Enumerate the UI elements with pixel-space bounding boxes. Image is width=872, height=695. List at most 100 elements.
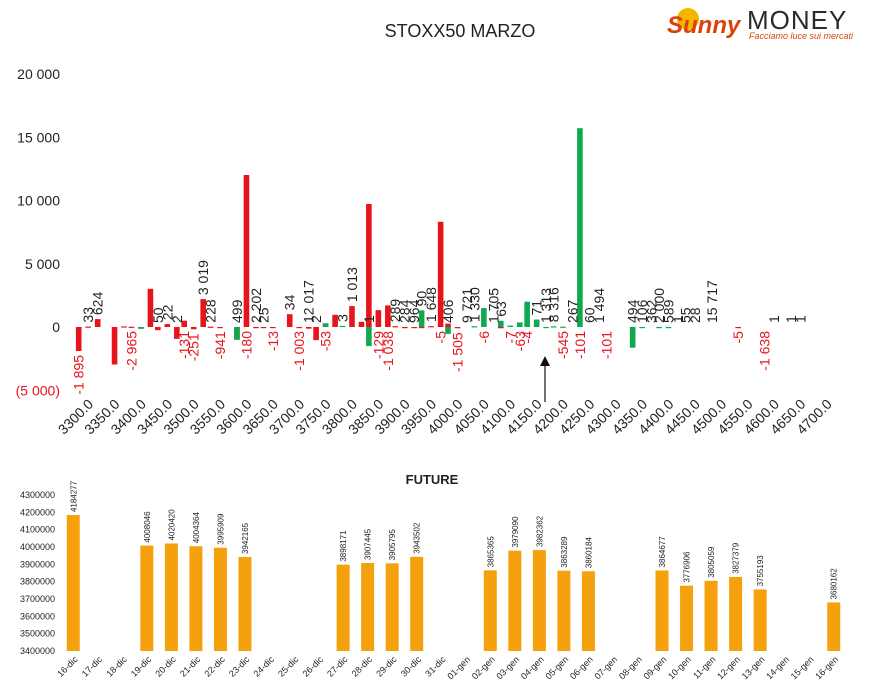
data-label: -1 038 bbox=[380, 331, 396, 371]
bar bbox=[483, 570, 497, 651]
data-label: -2 965 bbox=[123, 331, 139, 371]
x-tick-label: 11-gen bbox=[691, 654, 717, 680]
bar bbox=[532, 550, 546, 651]
bar bbox=[164, 543, 178, 651]
data-label: 3755193 bbox=[756, 555, 765, 587]
bar bbox=[411, 327, 418, 329]
bar bbox=[557, 570, 571, 651]
data-label: 106 bbox=[634, 299, 650, 323]
data-label: 34 bbox=[282, 294, 298, 310]
x-tick-label: 30-dic bbox=[399, 654, 424, 679]
x-tick-label: 08-gen bbox=[617, 654, 644, 681]
data-label: 2 000 bbox=[651, 288, 667, 323]
data-label: -251 bbox=[186, 333, 202, 361]
data-label: 3805059 bbox=[707, 546, 716, 578]
bar bbox=[680, 585, 694, 651]
data-label: 3942165 bbox=[241, 522, 250, 554]
data-label: 228 bbox=[203, 299, 219, 323]
x-tick-label: 26-dic bbox=[301, 654, 326, 679]
data-label: 3865365 bbox=[486, 536, 495, 568]
bar bbox=[401, 327, 408, 329]
bar bbox=[361, 563, 375, 651]
top-chart-bars bbox=[75, 128, 741, 365]
data-label: 60 bbox=[581, 307, 597, 323]
y-tick-label: 3500000 bbox=[20, 629, 55, 639]
data-label: 4020420 bbox=[167, 509, 176, 541]
data-label: -5 bbox=[433, 331, 449, 344]
data-label: 1 013 bbox=[344, 267, 360, 302]
bar bbox=[85, 326, 91, 328]
bar bbox=[286, 314, 293, 327]
data-label: 1 648 bbox=[423, 287, 439, 322]
x-tick-label: 14-gen bbox=[764, 654, 791, 681]
bar bbox=[138, 327, 144, 329]
bar bbox=[827, 602, 841, 651]
data-label: -545 bbox=[555, 331, 571, 359]
data-label: 3982362 bbox=[535, 515, 544, 547]
data-label: -7 bbox=[502, 331, 518, 344]
bar bbox=[140, 545, 154, 651]
bar bbox=[418, 310, 425, 327]
bar bbox=[550, 326, 557, 328]
data-label: 63 bbox=[493, 301, 509, 317]
bar bbox=[533, 319, 540, 327]
data-label: 1 494 bbox=[591, 288, 607, 323]
bar bbox=[66, 515, 80, 651]
data-label: 406 bbox=[440, 299, 456, 323]
data-label: -1 638 bbox=[757, 331, 773, 371]
data-label: 499 bbox=[229, 299, 245, 323]
y-tick-label: 4200000 bbox=[20, 507, 55, 517]
bar bbox=[366, 327, 372, 347]
data-label: 3905795 bbox=[388, 529, 397, 561]
y-tick-label: 4000000 bbox=[20, 542, 55, 552]
arrow-marker bbox=[540, 356, 550, 402]
data-label: 1 313 bbox=[538, 288, 554, 323]
y-tick-label: 20 000 bbox=[17, 66, 60, 82]
bar bbox=[665, 326, 672, 329]
data-label: -101 bbox=[598, 331, 614, 359]
bar bbox=[581, 571, 595, 651]
data-label: 3 bbox=[334, 314, 350, 322]
bar bbox=[313, 327, 319, 341]
y-tick-label: 15 000 bbox=[17, 129, 60, 145]
x-tick-label: 23-dic bbox=[227, 654, 252, 679]
data-label: -13 bbox=[265, 331, 281, 351]
x-tick-label: 25-dic bbox=[276, 654, 301, 679]
bottom-chart-data-labels: 4184277 4008046 4020420 4004364 3995909 39421… bbox=[69, 480, 838, 599]
x-tick-label: 10-gen bbox=[666, 654, 693, 681]
bar bbox=[305, 327, 312, 329]
x-tick-label: 16-dic bbox=[55, 654, 80, 679]
x-tick-label: 28-dic bbox=[350, 654, 375, 679]
x-tick-label: 21-dic bbox=[178, 654, 203, 679]
bar bbox=[234, 327, 240, 340]
bar bbox=[147, 288, 154, 327]
y-tick-label: 3600000 bbox=[20, 611, 55, 621]
bar bbox=[445, 323, 451, 327]
y-tick-label: 3900000 bbox=[20, 559, 55, 569]
bar bbox=[332, 314, 338, 327]
x-tick-label: 03-gen bbox=[494, 654, 521, 681]
bar bbox=[111, 327, 118, 365]
data-label: 1 bbox=[783, 315, 799, 323]
x-tick-label: 01-gen bbox=[445, 654, 472, 681]
bar bbox=[322, 323, 329, 327]
data-label: 1 330 bbox=[466, 287, 482, 322]
bar bbox=[339, 325, 346, 328]
bar bbox=[497, 320, 504, 327]
x-tick-label: 17-dic bbox=[80, 654, 105, 679]
x-tick-label: 06-gen bbox=[568, 654, 595, 681]
x-tick-label: 09-gen bbox=[642, 654, 669, 681]
bar bbox=[270, 326, 276, 329]
data-label: 4008046 bbox=[143, 511, 152, 543]
bar bbox=[155, 327, 161, 331]
logo-tagline: Facciamo luce sui mercati bbox=[749, 31, 854, 41]
y-tick-label: 0 bbox=[52, 319, 60, 335]
data-label: 267 bbox=[565, 299, 581, 323]
bar bbox=[94, 319, 101, 327]
data-label: 494 bbox=[625, 299, 641, 323]
data-label: 624 bbox=[90, 292, 106, 316]
bar bbox=[560, 326, 566, 328]
x-tick-label: 13-gen bbox=[740, 654, 767, 681]
